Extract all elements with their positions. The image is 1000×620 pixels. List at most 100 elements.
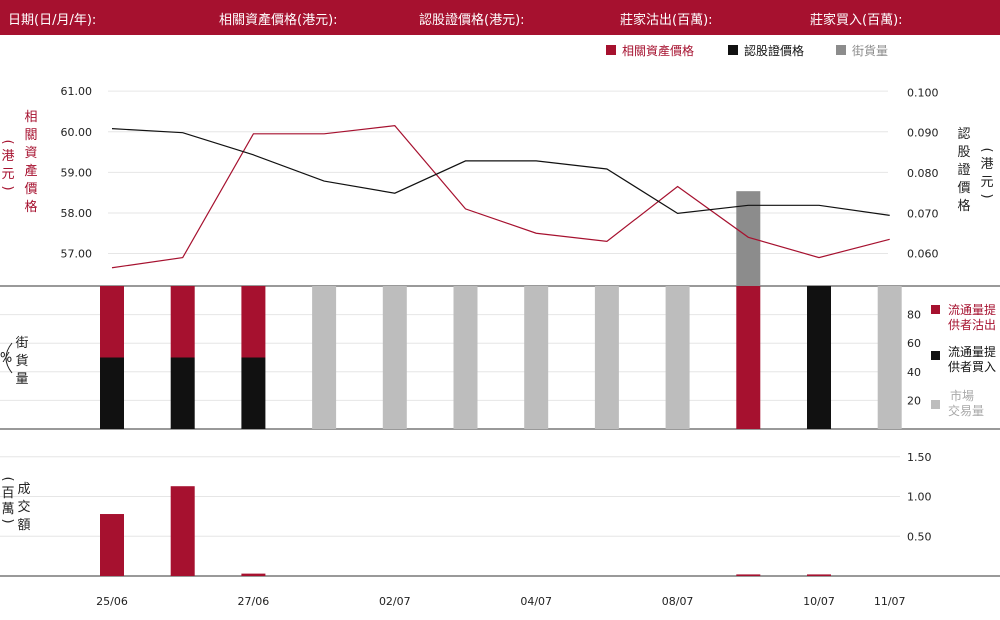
bottom-axis-title-char: 成 <box>17 482 30 497</box>
y-left-axis-title-char: 相 <box>24 110 37 125</box>
y-right-tick-label: 0.090 <box>907 127 939 140</box>
market-volume-bar <box>382 286 407 429</box>
underlying-price-line <box>111 125 890 269</box>
bottom-axis-unit-char: 萬 <box>1 502 14 517</box>
y-left-tick-label: 58.00 <box>61 207 93 220</box>
header-underlying-label: 相關資產價格(港元): <box>219 13 338 28</box>
turnover-bar <box>736 574 761 576</box>
x-tick-label: 25/06 <box>96 595 128 608</box>
mid-y-tick-label: 80 <box>907 309 921 322</box>
legend-label-lp-buy: 流通量提供者買入 <box>948 344 996 374</box>
y-left-tick-label: 57.00 <box>61 248 93 261</box>
x-tick-label: 11/07 <box>874 595 906 608</box>
lp-buy-bar <box>241 357 266 429</box>
mid-axis-title: 街貨量 <box>15 336 28 387</box>
bottom-y-tick-label: 1.00 <box>907 491 932 504</box>
header-mm-buy-label: 莊家買入(百萬): <box>810 13 903 28</box>
mid-axis-title-char: 街 <box>15 336 28 351</box>
y-left-axis-unit-open: ( <box>0 139 15 144</box>
top-legend: 相關資產價格 認股證價格 街貨量 <box>606 43 888 58</box>
legend-lp-sell-line1: 流通量提 <box>948 302 996 317</box>
bottom-axis-unit: (百萬) <box>0 476 15 523</box>
y-right-tick-label: 0.080 <box>907 167 939 180</box>
legend-label-lp-sell: 流通量提供者沽出 <box>948 302 996 332</box>
bottom-axis-title-char: 交 <box>17 499 30 515</box>
market-volume-bar <box>524 286 549 429</box>
bottom-axis-unit-char: 百 <box>1 486 14 501</box>
x-tick-label: 04/07 <box>520 595 552 608</box>
y-right-axis-title-char: 證 <box>957 162 970 178</box>
y-right-axis-unit: ( 港元) <box>979 147 994 198</box>
market-volume-bar <box>594 286 619 429</box>
market-volume-bar <box>665 286 690 429</box>
mid-legend: 流通量提供者沽出 流通量提供者買入 市場交易量 <box>931 302 996 418</box>
legend-swatch-market <box>931 400 940 409</box>
legend-swatch-lp-buy <box>931 351 940 360</box>
y-right-axis-unit-char: 港 <box>980 157 993 172</box>
x-tick-label: 08/07 <box>662 595 694 608</box>
legend-swatch-outstanding <box>836 45 846 55</box>
y-right-axis-unit-char: 元 <box>980 175 993 190</box>
y-left-tick-label: 60.00 <box>61 126 93 139</box>
y-left-axis-title-char: 資 <box>24 146 37 161</box>
y-left-tick-label: 59.00 <box>61 166 93 179</box>
mid-axis-unit-bracket <box>5 342 13 374</box>
y-left-axis-unit-char: 港 <box>1 149 14 164</box>
y-left-axis-unit: (港元) <box>0 139 15 190</box>
y-left-tick-label: 61.00 <box>61 85 93 98</box>
bottom-axis-title-char: 額 <box>17 518 30 533</box>
bars <box>100 191 902 576</box>
axis-titles: 相關資產價格(港元)認股證價格(港元)街貨量%成交額(百萬) <box>0 110 994 533</box>
legend-lp-sell-line2: 供者沽出 <box>948 318 996 332</box>
market-volume-bar <box>877 286 902 429</box>
y-left-axis-title-char: 產 <box>24 163 37 179</box>
legend-label-warrant: 認股證價格 <box>744 43 804 58</box>
bottom-axis-title: 成交額 <box>17 482 30 533</box>
y-right-axis-title: 認股證價格 <box>957 126 970 214</box>
lp-sell-bar <box>241 286 266 358</box>
y-right-tick-label: 0.070 <box>907 207 939 220</box>
lp-buy-bar <box>807 286 831 429</box>
legend-market-line2: 交易量 <box>948 403 984 418</box>
y-right-axis-unit-close: ) <box>979 193 994 198</box>
turnover-bar <box>170 486 195 576</box>
y-right-axis-unit-open: ( <box>979 147 994 152</box>
legend-market-line1: 市場 <box>950 388 974 403</box>
legend-swatch-lp-sell <box>931 305 940 314</box>
y-right-tick-label: 0.060 <box>907 248 939 261</box>
x-tick-label: 27/06 <box>238 595 270 608</box>
turnover-bar <box>100 514 124 576</box>
lp-sell-bar <box>100 286 124 358</box>
y-right-axis-title-char: 格 <box>957 198 970 214</box>
lp-sell-bar <box>170 286 195 358</box>
y-left-axis-title-char: 格 <box>24 199 37 215</box>
header-bar: 日期(日/月/年): 相關資產價格(港元): 認股證價格(港元): 莊家沽出(百… <box>0 0 1000 35</box>
bottom-axis-unit-open: ( <box>0 476 15 481</box>
warrant-price-line <box>111 128 890 216</box>
bottom-y-tick-label: 1.50 <box>907 451 932 464</box>
y-right-tick-label: 0.100 <box>907 86 939 99</box>
grid <box>0 90 900 537</box>
y-left-axis-title-char: 關 <box>24 128 37 143</box>
legend-label-underlying: 相關資產價格 <box>622 43 694 58</box>
y-right-axis-title-char: 認 <box>957 126 970 142</box>
y-right-axis-title-char: 股 <box>957 145 970 160</box>
y-left-axis-unit-close: ) <box>0 185 15 190</box>
lines <box>111 125 890 269</box>
legend-label-outstanding: 街貨量 <box>852 43 888 58</box>
ticks: 61.00 60.00 59.00 58.00 57.00 0.100 0.090 0.080… <box>61 85 939 608</box>
lp-buy-bar <box>100 357 124 429</box>
header-mm-sell-label: 莊家沽出(百萬): <box>620 13 713 28</box>
legend-lp-buy-line1: 流通量提 <box>948 344 996 359</box>
header-warrant-label: 認股證價格(港元): <box>419 13 525 28</box>
bottom-y-tick-label: 0.50 <box>907 530 932 543</box>
y-right-axis-title-char: 價 <box>957 181 970 196</box>
legend-lp-buy-line2: 供者買入 <box>948 360 996 374</box>
market-volume-bar <box>312 286 337 429</box>
header-date-label: 日期(日/月/年): <box>8 13 97 28</box>
legend-swatch-underlying <box>606 45 616 55</box>
mid-y-tick-label: 20 <box>907 394 921 407</box>
lp-sell-bar <box>736 286 761 429</box>
y-left-axis-title: 相關資產價格 <box>24 110 37 215</box>
